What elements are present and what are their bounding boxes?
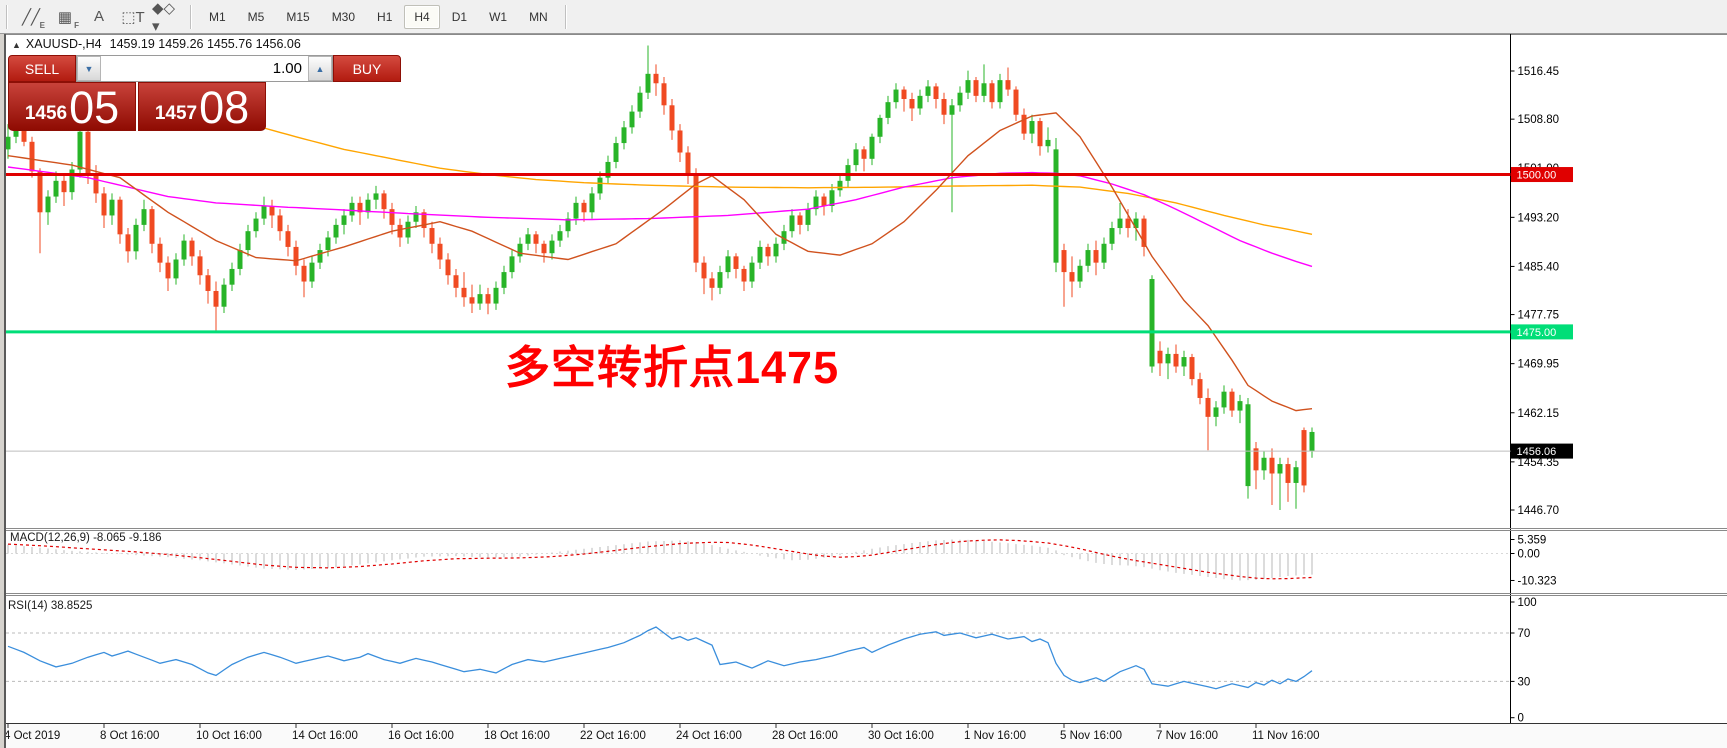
crosshair-draw-e-icon-sub: E xyxy=(39,20,45,30)
buy-price-main: 1457 xyxy=(154,103,198,124)
sell-price-main: 1456 xyxy=(24,103,68,124)
time-tick-label: 16 Oct 16:00 xyxy=(388,730,454,742)
chart-text-annotation: 多空转折点1475 xyxy=(505,342,840,393)
one-click-trading-panel: SELL ▼ ▲ BUY 1456 05 1457 08 xyxy=(8,55,401,131)
macd-tick-label: 5.359 xyxy=(1518,534,1547,546)
volume-spinner: ▼ ▲ xyxy=(76,55,333,82)
time-tick-label: 7 Nov 16:00 xyxy=(1156,730,1218,742)
toolbar: ╱╱ E ▦ F A ⬚T ◆◇ ▾ M1 M5 M15 M30 H1 H4 D1 W1 MN xyxy=(0,0,1727,35)
pane-borders xyxy=(6,34,1727,748)
buy-button[interactable]: BUY xyxy=(333,55,401,82)
timeframe-button-mn[interactable]: MN xyxy=(529,9,548,24)
timeframe-button-w1[interactable]: W1 xyxy=(489,9,508,24)
rsi-indicator-label: RSI(14) 38.8525 xyxy=(8,600,92,612)
chart-header: ▲ XAUUSD-,H4 1459.19 1459.26 1455.76 1456.… xyxy=(12,37,301,51)
volume-input[interactable] xyxy=(101,56,308,81)
toolbar-left-edge xyxy=(6,4,8,29)
time-tick-label: 5 Nov 16:00 xyxy=(1060,730,1122,742)
price-tick-label: 1485.40 xyxy=(1518,261,1560,273)
sell-price-pips: 05 xyxy=(69,81,120,133)
time-tick-label: 1 Nov 16:00 xyxy=(964,730,1026,742)
text-a-icon[interactable]: A xyxy=(93,8,104,25)
ma-slow-orange xyxy=(231,118,1313,235)
time-tick-label: 14 Oct 16:00 xyxy=(292,730,358,742)
time-tick-label: 4 Oct 2019 xyxy=(4,730,60,742)
timeframe-button-m15[interactable]: M15 xyxy=(286,9,310,24)
buy-price-button[interactable]: 1457 08 xyxy=(138,82,266,131)
price-tick-label: 1477.75 xyxy=(1518,310,1560,322)
horizontal-levels xyxy=(6,173,1511,452)
volume-decrease-button[interactable]: ▼ xyxy=(77,56,101,81)
rsi-tick-label: 70 xyxy=(1518,628,1531,640)
time-tick-label: 22 Oct 16:00 xyxy=(580,730,646,742)
time-tick-label: 10 Oct 16:00 xyxy=(196,730,262,742)
timeframe-button-m1[interactable]: M1 xyxy=(209,9,226,24)
toolbar-separator-2 xyxy=(564,4,567,29)
time-tick-label: 24 Oct 16:00 xyxy=(676,730,742,742)
rsi-tick-label: 100 xyxy=(1518,597,1537,609)
time-tick-label: 11 Nov 16:00 xyxy=(1252,730,1320,742)
timeframe-button-m30[interactable]: M30 xyxy=(331,9,356,24)
ohlc-values: 1459.19 1459.26 1455.76 1456.06 xyxy=(109,37,301,51)
timeframe-button-h1[interactable]: H1 xyxy=(377,9,393,24)
rsi-tick-label: 30 xyxy=(1518,676,1531,688)
ma-fast-red xyxy=(7,112,1313,412)
crosshair-draw-e-icon[interactable]: ╱╱ E xyxy=(21,8,45,30)
last-price-badge xyxy=(1511,443,1573,459)
price-tick-label: 1446.70 xyxy=(1518,505,1560,517)
time-tick-label: 8 Oct 16:00 xyxy=(100,730,159,742)
price-tick-label: 1516.45 xyxy=(1518,66,1560,78)
time-tick-label: 18 Oct 16:00 xyxy=(484,730,550,742)
macd-signal-line xyxy=(7,539,1313,580)
price-tick-label: 1469.95 xyxy=(1518,359,1560,371)
timeframe-button-d1[interactable]: D1 xyxy=(451,9,468,24)
toolbar-separator xyxy=(190,4,192,29)
rsi-tick-label: 0 xyxy=(1518,713,1524,725)
pane-separator-macd-rsi[interactable] xyxy=(6,593,1727,596)
text-box-t-icon[interactable]: ⬚T xyxy=(121,8,145,26)
chart-window-left-frame xyxy=(0,33,6,748)
resistance-price-badge-text: 1500.00 xyxy=(1517,170,1557,182)
last-price-badge-text: 1456.06 xyxy=(1517,446,1557,458)
time-tick-label: 28 Oct 16:00 xyxy=(772,730,838,742)
price-axis[interactable]: 1516.451508.801501.001493.201485.401477.… xyxy=(1510,66,1574,517)
price-tick-label: 1454.35 xyxy=(1518,457,1560,469)
rsi-pane[interactable]: RSI(14) 38.8525 100 70 30 0 xyxy=(6,597,1537,725)
macd-indicator-label: MACD(12,26,9) -8.065 -9.186 xyxy=(10,532,162,544)
ma-mid-magenta xyxy=(7,166,1313,268)
price-tick-label: 1462.15 xyxy=(1518,408,1560,420)
sell-price-button[interactable]: 1456 05 xyxy=(8,82,136,131)
resistance-price-badge xyxy=(1511,167,1573,183)
buy-price-pips: 08 xyxy=(199,81,250,133)
macd-tick-label: -10.323 xyxy=(1518,575,1557,587)
support-price-badge xyxy=(1511,324,1573,340)
pane-separator-price-macd[interactable] xyxy=(6,528,1727,531)
collapse-panel-icon[interactable]: ▲ xyxy=(12,40,21,50)
time-tick-label: 30 Oct 16:00 xyxy=(868,730,934,742)
price-tick-label: 1493.20 xyxy=(1518,212,1560,224)
candlesticks[interactable] xyxy=(5,45,1315,511)
support-price-badge-text: 1475.00 xyxy=(1517,327,1557,339)
sell-button[interactable]: SELL xyxy=(8,55,76,82)
grid-f-icon-sub: F xyxy=(74,20,79,30)
volume-increase-button[interactable]: ▲ xyxy=(308,56,332,81)
price-tick-label: 1508.80 xyxy=(1518,114,1560,126)
grid-f-icon[interactable]: ▦ F xyxy=(57,8,79,30)
shapes-dropdown-icon[interactable]: ◆◇ ▾ xyxy=(152,0,176,35)
symbol-period-label: XAUUSD-,H4 xyxy=(25,37,102,51)
time-axis[interactable]: 4 Oct 2019 8 Oct 16:00 10 Oct 16:00 14 Oct … xyxy=(4,724,1727,748)
timeframe-button-m5[interactable]: M5 xyxy=(247,9,265,24)
macd-pane[interactable]: MACD(12,26,9) -8.065 -9.186 5.359 0.00 -10.… xyxy=(6,532,1557,587)
rsi-line xyxy=(7,626,1313,690)
timeframe-button-h4[interactable]: H4 xyxy=(404,4,440,29)
macd-tick-label: 0.00 xyxy=(1518,549,1540,561)
